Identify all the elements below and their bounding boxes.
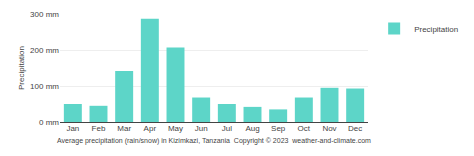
svg-text:Apr: Apr <box>144 124 157 133</box>
svg-text:Jul: Jul <box>222 124 232 133</box>
svg-text:100 mm: 100 mm <box>30 82 59 91</box>
svg-text:0 mm: 0 mm <box>39 118 59 127</box>
svg-text:Oct: Oct <box>298 124 311 133</box>
svg-text:Jan: Jan <box>66 124 79 133</box>
svg-text:Jun: Jun <box>195 124 208 133</box>
svg-text:Dec: Dec <box>348 124 362 133</box>
svg-text:Precipitation: Precipitation <box>17 46 26 90</box>
svg-text:300 mm: 300 mm <box>30 10 59 19</box>
svg-text:Precipitation: Precipitation <box>414 25 458 34</box>
svg-text:Mar: Mar <box>117 124 131 133</box>
svg-text:May: May <box>168 124 183 133</box>
svg-text:200 mm: 200 mm <box>30 46 59 55</box>
svg-text:Sep: Sep <box>271 124 286 133</box>
svg-text:Feb: Feb <box>92 124 106 133</box>
svg-text:Average precipitation (rain/sn: Average precipitation (rain/snow) in Kiz… <box>57 137 371 145</box>
svg-text:Nov: Nov <box>322 124 336 133</box>
svg-text:Aug: Aug <box>245 124 259 133</box>
